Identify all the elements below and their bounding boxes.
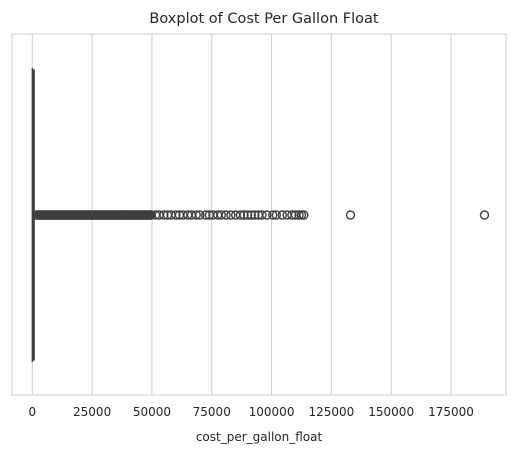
outlier-point bbox=[201, 210, 211, 220]
outlier-point bbox=[171, 210, 181, 220]
x-tick-label: 75000 bbox=[193, 405, 231, 419]
outlier-point bbox=[221, 210, 231, 220]
outlier-points bbox=[31, 210, 490, 220]
outlier-point bbox=[191, 210, 201, 220]
outlier-point bbox=[239, 210, 249, 220]
outlier-point bbox=[216, 210, 227, 220]
outlier-point bbox=[257, 210, 267, 220]
x-axis-label: cost_per_gallon_float bbox=[196, 430, 323, 444]
outlier-point bbox=[271, 210, 282, 220]
x-tick-label: 175000 bbox=[428, 405, 474, 419]
chart-title: Boxplot of Cost Per Gallon Float bbox=[149, 11, 378, 27]
x-tick-labels: 0 25000 50000 75000 100000 125000 150000 175000 bbox=[29, 405, 474, 419]
outlier-point bbox=[277, 210, 288, 220]
x-tick-label: 50000 bbox=[133, 405, 171, 419]
x-tick-label: 100000 bbox=[249, 405, 295, 419]
outlier-point bbox=[246, 210, 256, 220]
x-tick-label: 0 bbox=[29, 405, 37, 419]
outlier-point bbox=[159, 210, 169, 220]
outlier-point bbox=[250, 210, 260, 220]
outlier-point bbox=[235, 210, 246, 220]
outlier-point bbox=[242, 210, 253, 220]
x-tick-label: 125000 bbox=[308, 405, 354, 419]
x-tick-label: 25000 bbox=[73, 405, 111, 419]
outlier-point bbox=[262, 210, 272, 220]
outlier-point bbox=[226, 210, 236, 220]
outlier-point bbox=[345, 210, 356, 220]
outlier-point bbox=[299, 210, 309, 220]
outlier-point bbox=[268, 210, 278, 220]
outlier-point bbox=[195, 210, 205, 220]
x-tick-label: 150000 bbox=[368, 405, 414, 419]
outlier-point bbox=[479, 210, 490, 220]
outlier-point bbox=[287, 210, 297, 220]
